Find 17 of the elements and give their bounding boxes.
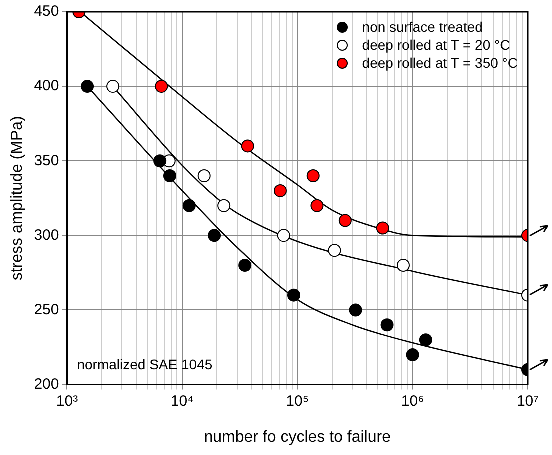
x-axis-title: number fo cycles to failure [204,428,392,446]
x-tick-label: 10⁴ [170,392,194,410]
y-tick-label: 400 [34,78,60,95]
x-tick-label: 10³ [56,392,78,410]
legend-label: deep rolled at T = 350 °C [362,54,518,72]
y-tick-label: 250 [34,301,60,318]
y-tick-label: 200 [34,376,60,393]
x-tick-label: 10⁶ [401,392,424,410]
x-tick-label: 10⁷ [516,392,540,410]
y-tick-label: 450 [34,3,60,20]
x-tick-label: 10⁵ [286,392,310,410]
legend-label: deep rolled at T = 20 °C [362,36,510,54]
y-axis-title: stress amplitude (MPa) [9,116,26,281]
legend-label: non surface treated [362,18,483,36]
y-tick-label: 300 [34,226,60,244]
y-tick-label: 350 [34,152,60,170]
annotation: normalized SAE 1045 [77,356,213,373]
